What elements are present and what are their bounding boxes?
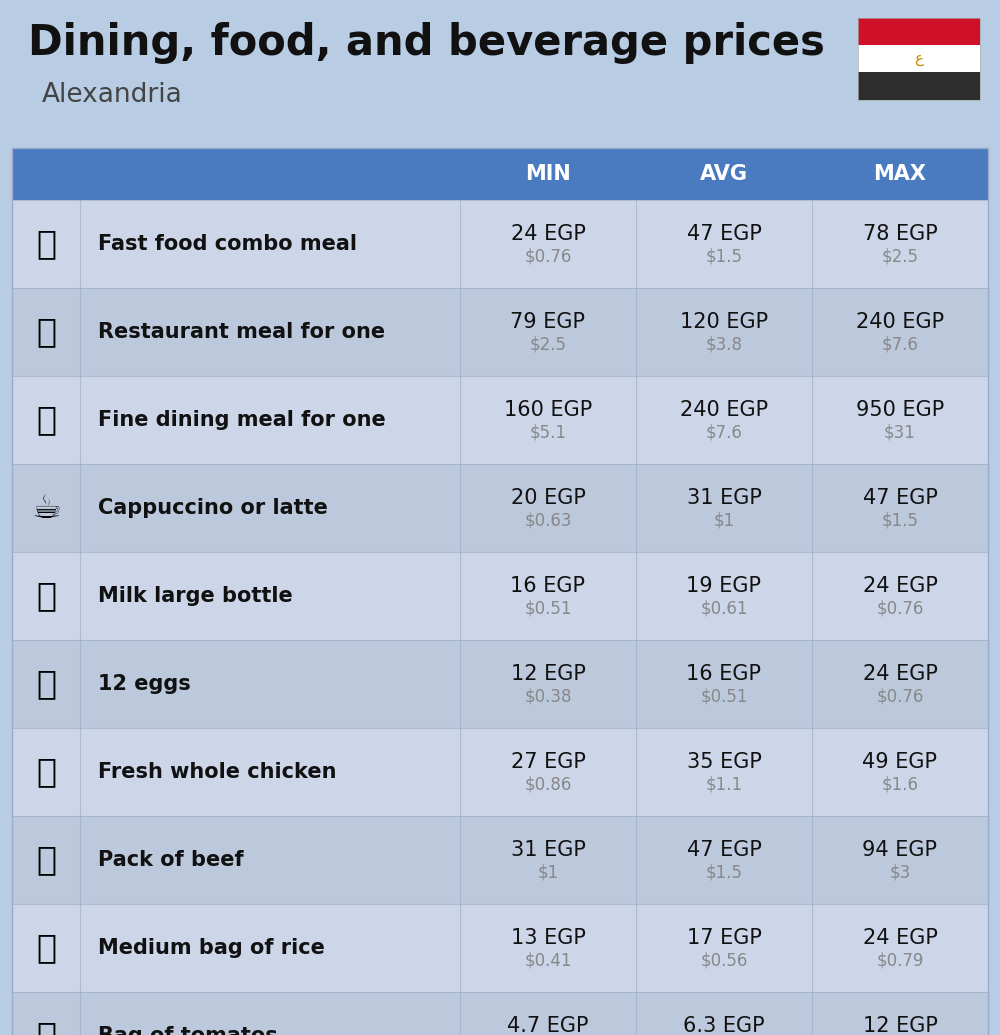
Text: $0.61: $0.61 bbox=[700, 599, 748, 617]
Text: $0.51: $0.51 bbox=[524, 599, 572, 617]
Text: $0.56: $0.56 bbox=[700, 951, 748, 969]
Text: 4.7 EGP: 4.7 EGP bbox=[507, 1016, 589, 1035]
Text: 27 EGP: 27 EGP bbox=[511, 752, 585, 772]
Text: 16 EGP: 16 EGP bbox=[686, 664, 762, 684]
Text: 24 EGP: 24 EGP bbox=[863, 576, 937, 596]
Text: 120 EGP: 120 EGP bbox=[680, 312, 768, 332]
Text: $3: $3 bbox=[889, 863, 911, 881]
Text: Fresh whole chicken: Fresh whole chicken bbox=[98, 762, 336, 782]
Text: 🍔: 🍔 bbox=[36, 228, 56, 261]
Text: $1: $1 bbox=[537, 863, 559, 881]
Text: 31 EGP: 31 EGP bbox=[687, 487, 761, 508]
Text: $0.86: $0.86 bbox=[524, 775, 572, 793]
Text: 🍚: 🍚 bbox=[36, 932, 56, 965]
Bar bbox=[12, 288, 988, 376]
Text: $0.38: $0.38 bbox=[524, 687, 572, 705]
Text: $1.5: $1.5 bbox=[882, 511, 918, 529]
Text: 🍳: 🍳 bbox=[36, 316, 56, 349]
Text: 950 EGP: 950 EGP bbox=[856, 400, 944, 420]
Text: Dining, food, and beverage prices: Dining, food, and beverage prices bbox=[28, 22, 825, 64]
Text: 🥚: 🥚 bbox=[36, 668, 56, 701]
Text: 🥛: 🥛 bbox=[36, 580, 56, 613]
Text: 20 EGP: 20 EGP bbox=[511, 487, 585, 508]
Bar bbox=[12, 376, 988, 464]
Bar bbox=[12, 552, 988, 640]
Text: 12 EGP: 12 EGP bbox=[511, 664, 585, 684]
Text: 94 EGP: 94 EGP bbox=[862, 840, 938, 860]
Text: $0.63: $0.63 bbox=[524, 511, 572, 529]
Text: 47 EGP: 47 EGP bbox=[863, 487, 937, 508]
Text: $0.76: $0.76 bbox=[876, 599, 924, 617]
Text: Pack of beef: Pack of beef bbox=[98, 850, 244, 870]
Text: Fine dining meal for one: Fine dining meal for one bbox=[98, 410, 386, 430]
Text: 16 EGP: 16 EGP bbox=[511, 576, 586, 596]
Text: 24 EGP: 24 EGP bbox=[863, 664, 937, 684]
Text: Cappuccino or latte: Cappuccino or latte bbox=[98, 498, 328, 518]
Bar bbox=[12, 992, 988, 1035]
Text: 78 EGP: 78 EGP bbox=[863, 224, 937, 244]
Text: $5.1: $5.1 bbox=[530, 423, 566, 441]
Text: Fast food combo meal: Fast food combo meal bbox=[98, 234, 357, 254]
Text: 13 EGP: 13 EGP bbox=[511, 928, 585, 948]
Text: $0.76: $0.76 bbox=[876, 687, 924, 705]
Bar bbox=[858, 18, 980, 100]
Bar bbox=[12, 640, 988, 728]
Text: $0.76: $0.76 bbox=[524, 247, 572, 265]
Text: 🥩: 🥩 bbox=[36, 844, 56, 877]
Text: 47 EGP: 47 EGP bbox=[687, 840, 761, 860]
Bar bbox=[12, 816, 988, 904]
Text: 12 eggs: 12 eggs bbox=[98, 674, 191, 694]
Text: 160 EGP: 160 EGP bbox=[504, 400, 592, 420]
Text: 240 EGP: 240 EGP bbox=[680, 400, 768, 420]
Text: MAX: MAX bbox=[874, 164, 926, 184]
Bar bbox=[12, 200, 988, 288]
Text: AVG: AVG bbox=[700, 164, 748, 184]
Text: Medium bag of rice: Medium bag of rice bbox=[98, 938, 325, 958]
Text: $2.5: $2.5 bbox=[882, 247, 918, 265]
Text: 24 EGP: 24 EGP bbox=[511, 224, 585, 244]
Text: $31: $31 bbox=[884, 423, 916, 441]
Text: $1.1: $1.1 bbox=[705, 775, 743, 793]
Text: $1: $1 bbox=[713, 511, 735, 529]
Text: 12 EGP: 12 EGP bbox=[863, 1016, 937, 1035]
Bar bbox=[12, 148, 988, 200]
Text: ع: ع bbox=[914, 51, 924, 65]
Text: ☕: ☕ bbox=[31, 492, 61, 525]
Text: 47 EGP: 47 EGP bbox=[687, 224, 761, 244]
Text: $7.6: $7.6 bbox=[882, 335, 918, 353]
Text: Bag of tomatos: Bag of tomatos bbox=[98, 1026, 278, 1035]
Text: $0.51: $0.51 bbox=[700, 687, 748, 705]
Bar bbox=[12, 728, 988, 816]
Text: 🐓: 🐓 bbox=[36, 756, 56, 789]
Text: 17 EGP: 17 EGP bbox=[687, 928, 761, 948]
Text: $1.6: $1.6 bbox=[882, 775, 918, 793]
Text: 79 EGP: 79 EGP bbox=[511, 312, 586, 332]
Text: Milk large bottle: Milk large bottle bbox=[98, 586, 293, 607]
Text: 49 EGP: 49 EGP bbox=[862, 752, 938, 772]
Bar bbox=[858, 18, 980, 45]
Text: 35 EGP: 35 EGP bbox=[687, 752, 761, 772]
Text: Restaurant meal for one: Restaurant meal for one bbox=[98, 322, 385, 342]
Text: 240 EGP: 240 EGP bbox=[856, 312, 944, 332]
Text: $7.6: $7.6 bbox=[706, 423, 742, 441]
Text: $1.5: $1.5 bbox=[706, 247, 742, 265]
Text: $2.5: $2.5 bbox=[530, 335, 566, 353]
Text: $0.41: $0.41 bbox=[524, 951, 572, 969]
Text: 6.3 EGP: 6.3 EGP bbox=[683, 1016, 765, 1035]
Text: 31 EGP: 31 EGP bbox=[511, 840, 585, 860]
Text: $3.8: $3.8 bbox=[706, 335, 742, 353]
Text: 🍽: 🍽 bbox=[36, 404, 56, 437]
Text: $1.5: $1.5 bbox=[706, 863, 742, 881]
Text: $0.79: $0.79 bbox=[876, 951, 924, 969]
Bar bbox=[858, 72, 980, 100]
Bar bbox=[858, 45, 980, 72]
Text: 24 EGP: 24 EGP bbox=[863, 928, 937, 948]
Text: 🍅: 🍅 bbox=[36, 1019, 56, 1035]
Bar bbox=[12, 464, 988, 552]
Bar bbox=[12, 904, 988, 992]
Text: Alexandria: Alexandria bbox=[42, 82, 183, 108]
Text: MIN: MIN bbox=[525, 164, 571, 184]
Text: 19 EGP: 19 EGP bbox=[686, 576, 762, 596]
Bar bbox=[0, 0, 1000, 148]
